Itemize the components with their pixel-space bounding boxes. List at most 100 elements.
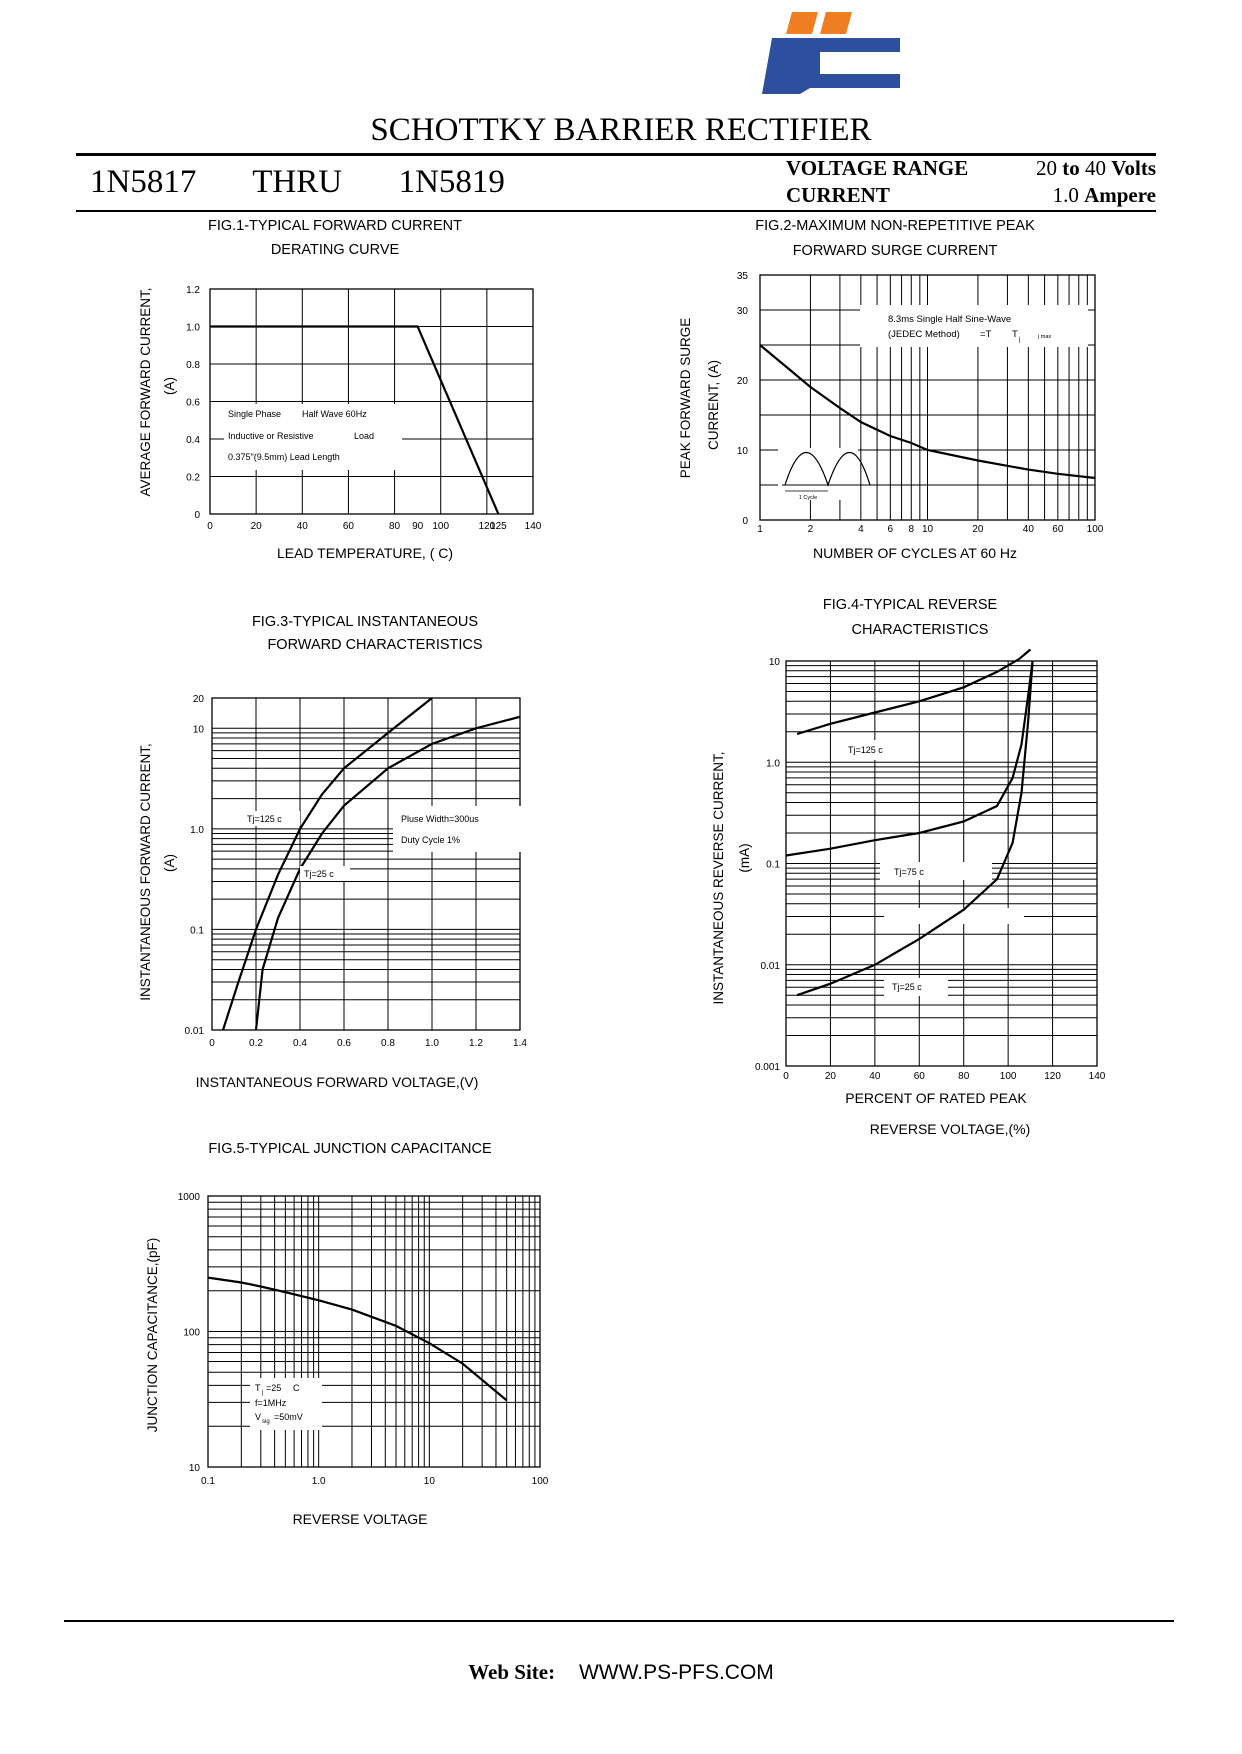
fig3-series-label-bg	[300, 866, 350, 881]
current-label: CURRENT	[786, 183, 890, 207]
fig2-xtick-label: 100	[1087, 524, 1104, 535]
fig2-xtick-label: 10	[922, 524, 934, 535]
fig2-annotation: j max	[1037, 334, 1051, 340]
fig4-xtick-label: 40	[869, 1071, 881, 1082]
fig4-series-label: Tj=25 c	[892, 982, 922, 992]
fig2-ylabel: CURRENT, (A)	[706, 360, 721, 450]
fig5-ylabel: JUNCTION CAPACITANCE,(pF)	[145, 1238, 160, 1433]
fig3-xtick-label: 1.4	[513, 1038, 527, 1049]
fig5-ytick-label: 10	[189, 1463, 201, 1474]
fig5-title: FIG.5-TYPICAL JUNCTION CAPACITANCE	[208, 1141, 492, 1157]
current-value: 1.0 Ampere	[960, 183, 1156, 208]
fig3-annotation: Duty Cycle 1%	[401, 835, 460, 845]
header-rule-bottom	[76, 210, 1156, 212]
fig3-xtick-label: 0.4	[293, 1038, 307, 1049]
part-to: 1N5819	[398, 164, 505, 200]
fig5-annotation: C	[293, 1383, 300, 1393]
fig4-xlabel: REVERSE VOLTAGE,(%)	[870, 1121, 1031, 1137]
fig1-ytick-label: 0.4	[186, 435, 200, 446]
fig4-xtick-label: 0	[783, 1071, 789, 1082]
fig2-annotation-box	[860, 305, 1088, 347]
fig1-ytick-label: 0.8	[186, 360, 200, 371]
voltage-min: 20	[1036, 156, 1057, 180]
footer-rule	[64, 1620, 1174, 1622]
fig2-chart: 1 2 4 6 8 10 20 40 60 100 0 10 20 30 35 8.3ms Single Ha…	[678, 271, 1104, 561]
fig3-ytick-label: 20	[193, 694, 205, 705]
fig3-xtick-label: 0	[209, 1038, 215, 1049]
current-number: 1.0	[1052, 183, 1079, 207]
fig1-xtick-label: 60	[343, 521, 355, 532]
fig4-xtick-label: 20	[825, 1071, 837, 1082]
fig1-ytick-label: 0.2	[186, 473, 200, 484]
fig4-series-label: Tj=125 c	[848, 745, 883, 755]
fig2-ytick-label: 10	[737, 446, 749, 457]
fig4-series-line	[796, 648, 1032, 736]
fig5-annotation: =25	[266, 1383, 281, 1393]
fig4-ytick-label: 10	[769, 657, 781, 668]
fig2-xtick-label: 8	[908, 524, 914, 535]
website-url[interactable]: WWW.PS-PFS.COM	[578, 1661, 774, 1684]
fig1-xtick-label: 80	[389, 521, 401, 532]
fig2-ytick-label: 30	[737, 306, 749, 317]
fig5-ytick-label: 1000	[178, 1192, 201, 1203]
fig2-xtick-label: 60	[1052, 524, 1064, 535]
fig3-annotation-box	[393, 806, 521, 852]
fig2-title: FIG.2-MAXIMUM NON-REPETITIVE PEAK FORWARD…	[755, 218, 1035, 259]
fig1-annotation-box	[224, 404, 402, 470]
fig3-xtick-label: 1.0	[425, 1038, 439, 1049]
fig1-annotation: Single Phase	[228, 409, 281, 419]
fig1-plot-frame	[209, 288, 534, 515]
pfs-logo	[762, 12, 900, 94]
fig5-annotation: sig	[262, 1419, 270, 1425]
fig1-xtick-label: 125	[490, 521, 507, 532]
fig5-annotation: =50mV	[274, 1412, 303, 1422]
fig1-ylabel: AVERAGE FORWARD CURRENT,	[138, 287, 153, 496]
fig2-xtick-label: 4	[858, 524, 864, 535]
voltage-max: 40	[1085, 156, 1106, 180]
logo-orange-bar	[786, 12, 818, 34]
fig1-xtick-label: 0	[207, 521, 213, 532]
fig3-ylabel: (A)	[162, 854, 177, 872]
document-title: SCHOTTKY BARRIER RECTIFIER	[370, 112, 872, 148]
fig3-plot-frame	[211, 697, 521, 1031]
fig3-ytick-label: 0.1	[190, 925, 204, 936]
fig3-series-label: Tj=125 c	[247, 814, 282, 824]
fig1-series-line	[210, 325, 500, 515]
fig5-xtick-label: 100	[532, 1476, 549, 1487]
fig3-xtick-label: 0.2	[249, 1038, 263, 1049]
fig5-xtick-label: 1.0	[312, 1476, 326, 1487]
fig5-series-line	[207, 1276, 508, 1402]
fig4-xtick-label: 80	[958, 1071, 970, 1082]
fig3-xtick-label: 0.6	[337, 1038, 351, 1049]
fig2-annotation: j	[1018, 337, 1020, 343]
fig1-annotation: Inductive or Resistive	[228, 431, 314, 441]
fig5-annotation-box	[250, 1378, 322, 1430]
header-rule-top	[76, 153, 1156, 156]
fig1-ytick-label: 0	[194, 510, 200, 521]
fig2-ylabel: PEAK FORWARD SURGE	[678, 318, 693, 479]
fig5-xtick-label: 0.1	[201, 1476, 215, 1487]
fig2-annotation: (JEDEC Method)	[888, 329, 960, 340]
fig1-xtick-label: 90	[412, 521, 424, 532]
footer: Web Site: WWW.PS-PFS.COM	[0, 1660, 1242, 1685]
fig4-xtick-label: 140	[1089, 1071, 1106, 1082]
fig4-xlabel: PERCENT OF RATED PEAK	[845, 1090, 1027, 1106]
fig4-series-label-bg	[842, 740, 912, 760]
logo-orange-bars	[786, 12, 852, 34]
fig2-annotation: 8.3ms Single Half Sine-Wave	[888, 314, 1011, 325]
fig5-annotation: V	[255, 1412, 261, 1422]
fig1-xtick-label: 120	[479, 521, 496, 532]
fig2-xtick-label: 6	[888, 524, 894, 535]
fig1-ylabel: (A)	[162, 377, 177, 395]
fig2-ytick-label: 20	[737, 376, 749, 387]
fig1-xtick-label: 140	[525, 521, 542, 532]
current-unit: Ampere	[1084, 183, 1156, 207]
fig4-series-label: Tj=75 c	[894, 867, 924, 877]
fig4-series-line	[796, 660, 1034, 997]
logo-orange-bar	[820, 12, 852, 34]
fig2-annotation: =T	[980, 329, 992, 340]
fig3-series-line	[221, 697, 433, 1031]
fig3-xtick-label: 1.2	[469, 1038, 483, 1049]
fig3-xlabel: INSTANTANEOUS FORWARD VOLTAGE,(V)	[196, 1074, 479, 1090]
